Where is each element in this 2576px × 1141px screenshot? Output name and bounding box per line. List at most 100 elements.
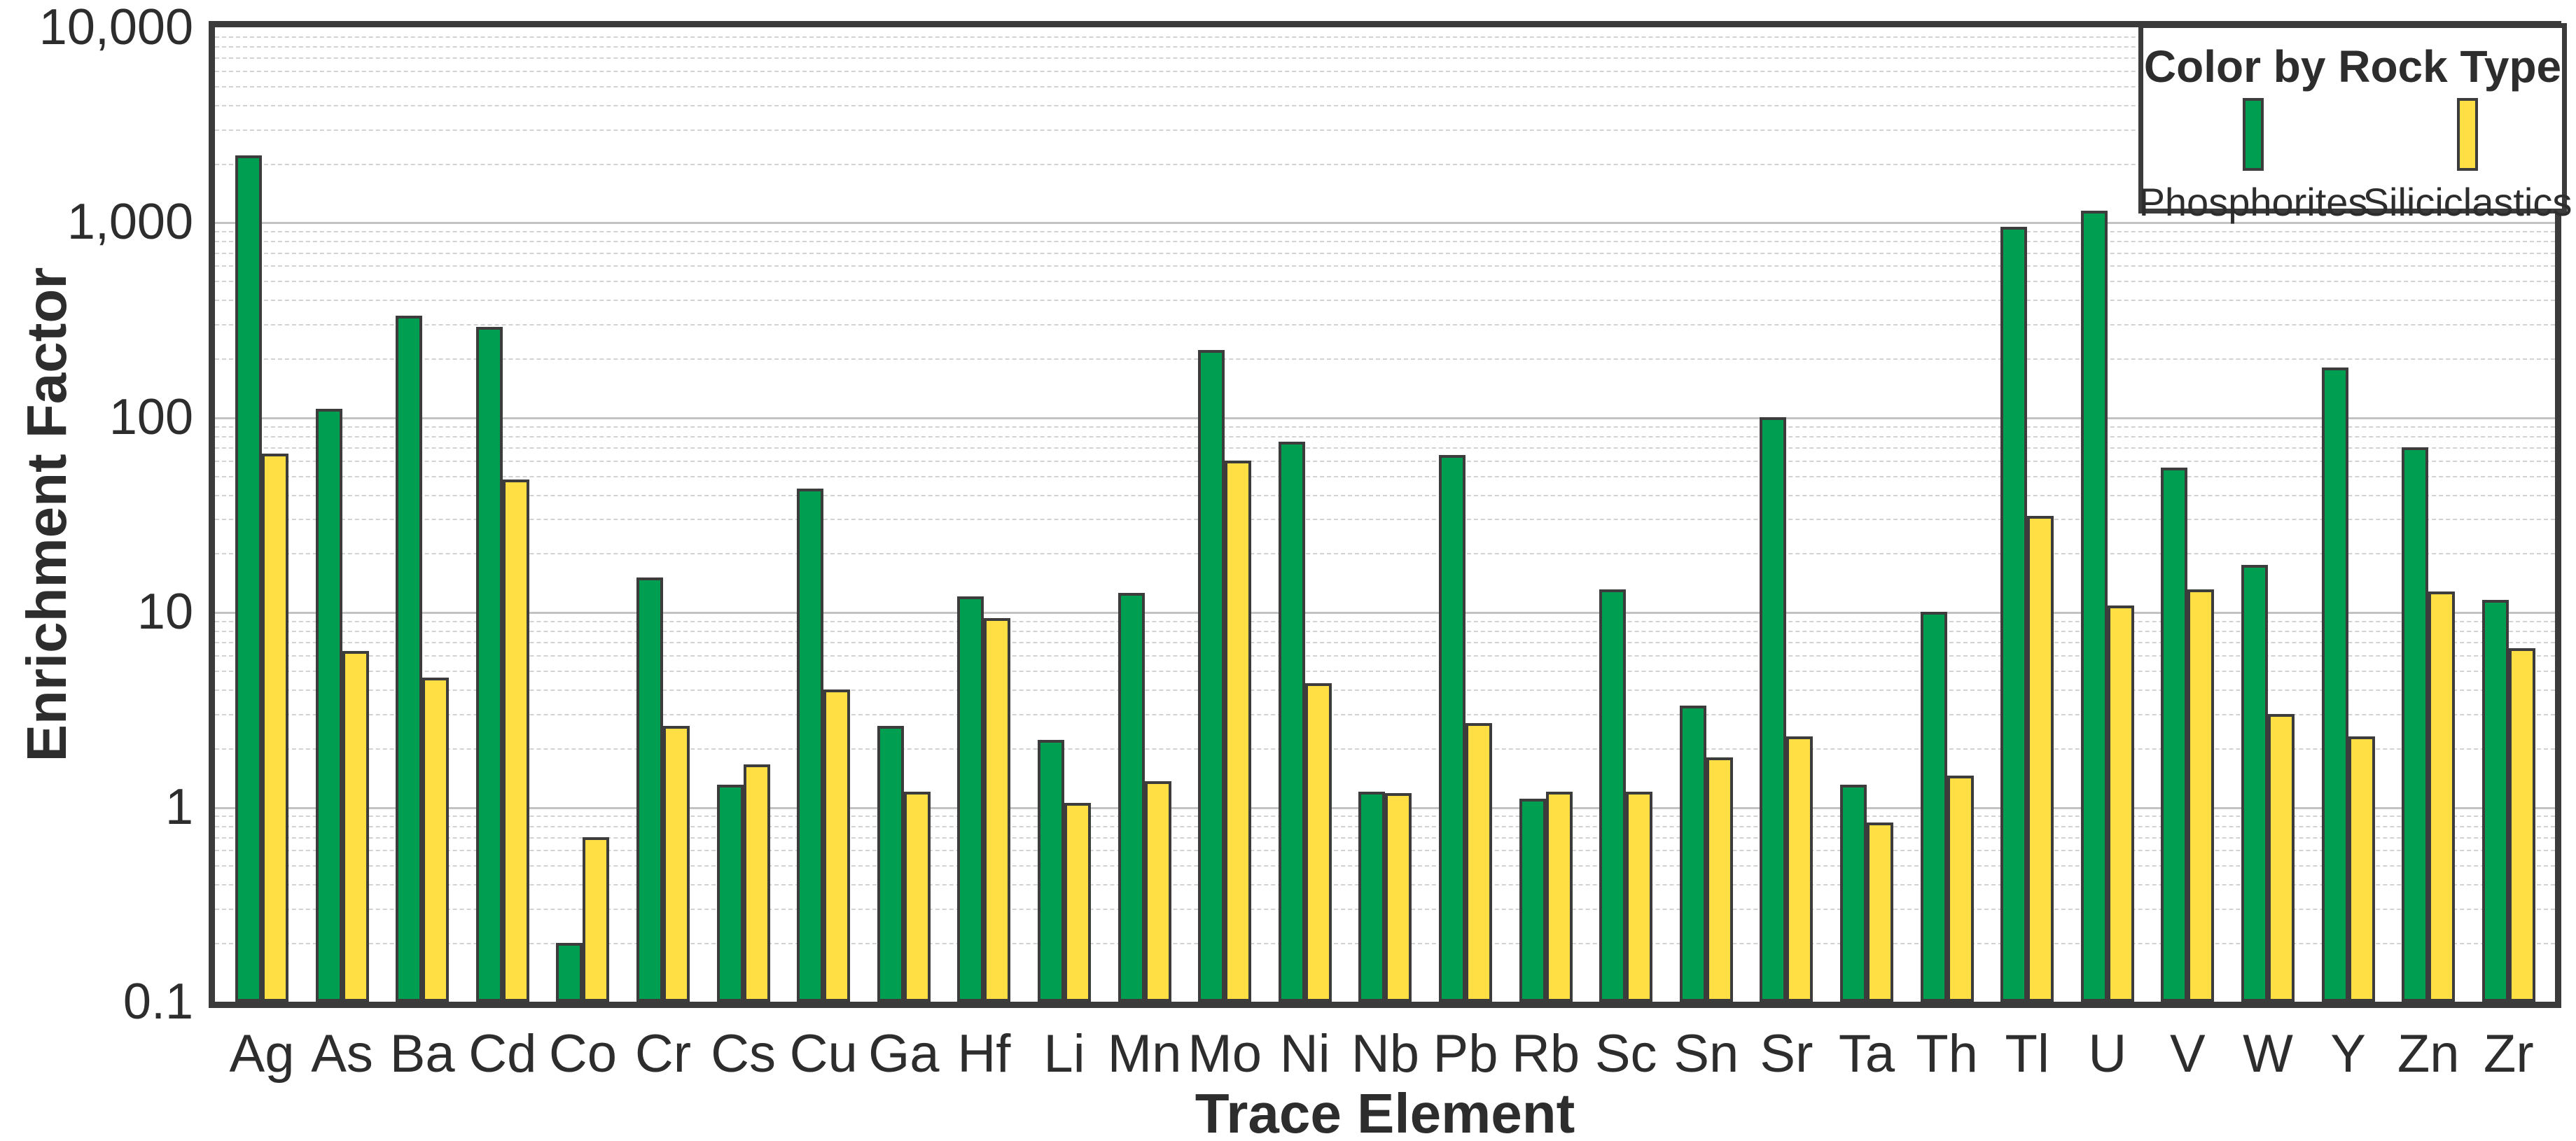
legend-swatch-phosphorites bbox=[2243, 98, 2264, 171]
x-tick-label-U: U bbox=[2088, 1024, 2127, 1084]
bar-siliciclastics-Ta bbox=[1867, 822, 1893, 1002]
major-gridline bbox=[215, 612, 2555, 615]
minor-gridline bbox=[215, 358, 2555, 360]
bar-phosphorites-Nb bbox=[1358, 791, 1386, 1002]
bar-siliciclastics-Mo bbox=[1225, 460, 1252, 1002]
bar-phosphorites-Mn bbox=[1118, 593, 1145, 1002]
x-tick-label-Ni: Ni bbox=[1279, 1024, 1330, 1084]
bar-siliciclastics-Sr bbox=[1786, 736, 1813, 1002]
legend-swatch-siliciclastics bbox=[2457, 98, 2478, 171]
x-axis-title: Trace Element bbox=[1195, 1082, 1575, 1141]
minor-gridline bbox=[215, 281, 2555, 283]
bar-phosphorites-Ni bbox=[1278, 441, 1305, 1002]
bar-phosphorites-Rb bbox=[1519, 799, 1546, 1002]
y-tick-label: 100 bbox=[109, 388, 193, 445]
bar-phosphorites-Li bbox=[1038, 740, 1064, 1002]
legend: Color by Rock Type Phosphorites Silicicl… bbox=[2138, 23, 2572, 224]
minor-gridline bbox=[215, 57, 2555, 59]
minor-gridline bbox=[215, 460, 2555, 462]
bar-phosphorites-Cd bbox=[475, 327, 503, 1002]
bar-phosphorites-Ta bbox=[1840, 784, 1867, 1002]
x-tick-label-Sn: Sn bbox=[1673, 1024, 1739, 1084]
bar-phosphorites-Ba bbox=[396, 316, 423, 1002]
bar-siliciclastics-Cr bbox=[663, 726, 690, 1002]
bar-siliciclastics-Ga bbox=[903, 791, 931, 1002]
bar-siliciclastics-Rb bbox=[1545, 791, 1573, 1002]
legend-label-phosphorites: Phosphorites bbox=[2138, 180, 2368, 224]
minor-gridline bbox=[215, 252, 2555, 254]
bar-siliciclastics-Mn bbox=[1144, 781, 1171, 1002]
x-tick-label-Ag: Ag bbox=[229, 1024, 295, 1084]
minor-gridline bbox=[215, 689, 2555, 691]
minor-gridline bbox=[215, 265, 2555, 267]
bar-siliciclastics-Y bbox=[2348, 736, 2375, 1002]
x-tick-label-Li: Li bbox=[1043, 1024, 1085, 1084]
x-tick-label-Rb: Rb bbox=[1512, 1024, 1580, 1084]
bar-siliciclastics-Cs bbox=[743, 764, 770, 1002]
bar-phosphorites-W bbox=[2241, 564, 2268, 1002]
bar-phosphorites-U bbox=[2080, 210, 2108, 1002]
bar-siliciclastics-Zn bbox=[2428, 592, 2456, 1002]
x-tick-label-Sr: Sr bbox=[1760, 1024, 1813, 1084]
y-tick-label: 0.1 bbox=[123, 974, 193, 1030]
x-tick-label-Th: Th bbox=[1916, 1024, 1978, 1084]
minor-gridline bbox=[215, 426, 2555, 428]
bar-siliciclastics-Co bbox=[583, 836, 610, 1002]
minor-gridline bbox=[215, 241, 2555, 243]
x-tick-label-As: As bbox=[311, 1024, 373, 1084]
minor-gridline bbox=[215, 104, 2555, 106]
minor-gridline bbox=[215, 748, 2555, 750]
minor-gridline bbox=[215, 475, 2555, 477]
bar-siliciclastics-Sn bbox=[1706, 757, 1733, 1002]
bar-phosphorites-Zn bbox=[2402, 447, 2429, 1002]
bar-phosphorites-Y bbox=[2321, 367, 2348, 1002]
minor-gridline bbox=[215, 435, 2555, 438]
bar-phosphorites-Cr bbox=[636, 578, 663, 1002]
minor-gridline bbox=[215, 631, 2555, 633]
minor-gridline bbox=[215, 654, 2555, 657]
minor-gridline bbox=[215, 494, 2555, 496]
bar-phosphorites-Cu bbox=[797, 488, 824, 1002]
legend-title: Color by Rock Type bbox=[2143, 41, 2562, 92]
minor-gridline bbox=[215, 620, 2555, 622]
bar-siliciclastics-As bbox=[342, 651, 369, 1002]
bar-siliciclastics-Zr bbox=[2508, 648, 2535, 1002]
minor-gridline bbox=[215, 163, 2555, 165]
x-tick-label-V: V bbox=[2170, 1024, 2206, 1084]
bar-siliciclastics-Th bbox=[1947, 775, 1974, 1002]
legend-label-siliciclastics: Siliciclastics bbox=[2362, 180, 2572, 224]
x-tick-label-Sc: Sc bbox=[1594, 1024, 1657, 1084]
bar-siliciclastics-Ni bbox=[1304, 683, 1332, 1002]
y-tick-label: 1 bbox=[165, 778, 193, 835]
minor-gridline bbox=[215, 323, 2555, 326]
minor-gridline bbox=[215, 642, 2555, 644]
bar-phosphorites-Ag bbox=[235, 155, 262, 1002]
bar-phosphorites-Pb bbox=[1439, 454, 1465, 1002]
x-tick-label-Mo: Mo bbox=[1188, 1024, 1262, 1084]
minor-gridline bbox=[215, 46, 2555, 48]
bar-siliciclastics-Nb bbox=[1385, 792, 1412, 1002]
bar-siliciclastics-W bbox=[2268, 713, 2295, 1002]
minor-gridline bbox=[215, 300, 2555, 302]
x-tick-label-Cu: Cu bbox=[789, 1024, 858, 1084]
bar-siliciclastics-U bbox=[2107, 605, 2134, 1002]
bar-phosphorites-Mo bbox=[1198, 350, 1225, 1002]
x-tick-label-Nb: Nb bbox=[1351, 1024, 1419, 1084]
bar-siliciclastics-Tl bbox=[2027, 516, 2054, 1002]
minor-gridline bbox=[215, 129, 2555, 131]
bar-siliciclastics-Cd bbox=[502, 479, 529, 1002]
x-tick-label-Hf: Hf bbox=[957, 1024, 1011, 1084]
minor-gridline bbox=[215, 519, 2555, 521]
x-tick-label-Y: Y bbox=[2330, 1024, 2366, 1084]
plot-inner bbox=[215, 27, 2555, 1002]
minor-gridline bbox=[215, 447, 2555, 449]
bar-phosphorites-Tl bbox=[2000, 226, 2028, 1002]
x-tick-label-Tl: Tl bbox=[2005, 1024, 2049, 1084]
x-tick-label-Co: Co bbox=[548, 1024, 617, 1084]
y-tick-label: 10 bbox=[137, 584, 193, 640]
bar-siliciclastics-Ag bbox=[262, 453, 288, 1002]
bar-phosphorites-Sr bbox=[1760, 416, 1787, 1002]
bar-phosphorites-Sc bbox=[1599, 589, 1627, 1002]
x-tick-label-W: W bbox=[2243, 1024, 2293, 1084]
